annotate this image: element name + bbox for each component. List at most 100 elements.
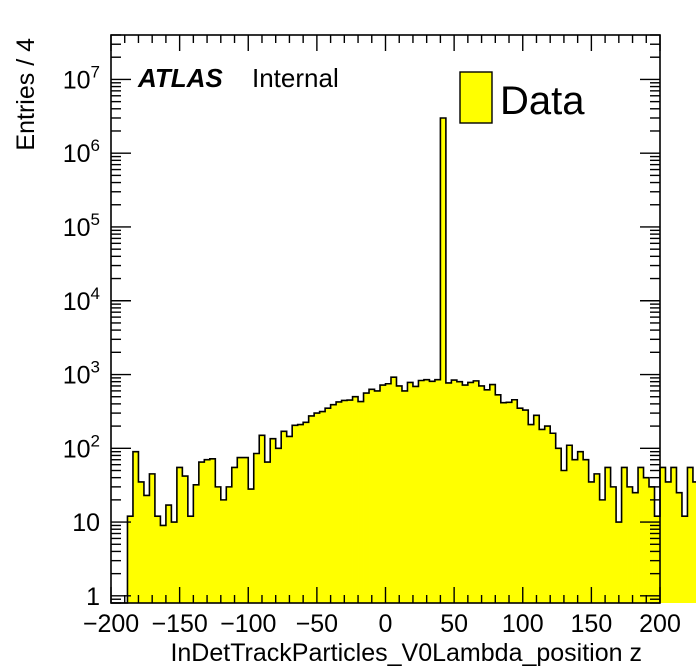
histogram-bar xyxy=(314,413,321,603)
legend: Data xyxy=(459,71,585,124)
histogram-bar xyxy=(599,499,606,603)
x-tick-label: −100 xyxy=(220,610,276,638)
histogram-bar xyxy=(193,484,200,603)
histogram-bar xyxy=(588,481,595,603)
histogram-bar xyxy=(473,380,480,603)
histogram-bar xyxy=(281,431,288,603)
histogram-bar xyxy=(451,380,458,603)
histogram-bar xyxy=(401,390,408,603)
histogram-bar xyxy=(253,453,260,603)
histogram-bar xyxy=(495,394,502,603)
histogram-outline xyxy=(111,117,696,604)
histogram-bar xyxy=(319,411,326,603)
atlas-status-text: Internal xyxy=(252,63,339,93)
histogram-bar xyxy=(681,516,688,603)
x-axis-ticks: −200 −150 −100 −50 0 50 100 150 200 xyxy=(83,35,681,638)
histogram-bars xyxy=(127,117,696,604)
histogram-bar xyxy=(412,386,419,603)
histogram-bar xyxy=(259,435,266,603)
histogram-bar xyxy=(594,473,601,603)
histogram-bar xyxy=(605,467,611,603)
histogram-bar xyxy=(187,516,194,603)
x-axis-label: InDetTrackParticles_V0Lambda_position z xyxy=(170,639,642,667)
histogram-bar xyxy=(330,404,337,603)
histogram-bar xyxy=(478,385,485,603)
histogram-bar xyxy=(325,408,331,603)
histogram-bar xyxy=(610,486,617,603)
y-axis-label: Entries / 4 xyxy=(12,38,40,151)
histogram-bar xyxy=(374,390,381,603)
histogram-bar xyxy=(544,426,551,603)
histogram-bar xyxy=(643,477,650,603)
histogram-bar xyxy=(171,522,178,603)
histogram-bar xyxy=(363,393,370,603)
histogram-bar xyxy=(341,400,348,603)
histogram-bar xyxy=(429,381,436,603)
histogram-bar xyxy=(165,505,172,603)
histogram-bar xyxy=(127,516,134,603)
histogram-bar xyxy=(270,438,277,603)
histogram-bar xyxy=(484,389,491,603)
histogram-bar xyxy=(220,499,227,603)
histogram-bar xyxy=(182,476,189,603)
histogram-bar xyxy=(539,429,546,603)
y-tick-label: 104 xyxy=(63,284,100,316)
y-tick-label: 102 xyxy=(63,431,100,463)
histogram-bar xyxy=(676,492,683,603)
histogram-bar xyxy=(347,400,353,603)
histogram-bar xyxy=(385,383,392,603)
histogram-bar xyxy=(555,448,562,603)
x-tick-label: 50 xyxy=(440,610,468,638)
histogram-bar xyxy=(687,467,694,603)
x-tick-label: −150 xyxy=(151,610,207,638)
histogram-bar xyxy=(616,522,622,603)
histogram-bar xyxy=(215,486,222,603)
histogram-bar xyxy=(670,467,677,603)
legend-label-data: Data xyxy=(500,79,585,123)
atlas-label: ATLAS Internal xyxy=(137,63,339,93)
histogram-bar xyxy=(550,433,557,603)
histogram-bar xyxy=(149,473,156,603)
y-tick-label: 1 xyxy=(86,583,100,611)
histogram-bar xyxy=(407,382,414,603)
histogram-bar xyxy=(303,422,310,603)
x-tick-label: 150 xyxy=(571,610,613,638)
histogram-bar xyxy=(489,384,496,603)
histogram-bar xyxy=(434,379,441,603)
histogram-bar xyxy=(176,467,183,603)
histogram-bar xyxy=(638,467,644,603)
histogram-bar xyxy=(467,382,474,603)
histogram-bar xyxy=(352,396,359,603)
histogram-bar xyxy=(621,467,628,603)
histogram-bar xyxy=(566,445,573,603)
histogram-bar xyxy=(506,402,513,603)
histogram-bar xyxy=(654,516,661,603)
histogram-bar xyxy=(204,459,211,603)
histogram-bar xyxy=(297,424,304,603)
x-tick-label: −200 xyxy=(83,610,139,638)
x-tick-label: 0 xyxy=(379,610,393,638)
histogram-bar xyxy=(198,462,205,603)
histogram-bar xyxy=(577,451,584,603)
histogram-bar xyxy=(242,457,249,603)
histogram-bar xyxy=(456,381,463,603)
histogram-bar xyxy=(138,481,145,603)
y-tick-label: 103 xyxy=(63,358,100,390)
x-tick-label: 200 xyxy=(639,610,681,638)
histogram-bar xyxy=(292,425,299,603)
histogram-bar xyxy=(143,495,150,603)
histogram-bar xyxy=(423,379,430,603)
y-tick-label: 106 xyxy=(63,136,100,168)
histogram-bar xyxy=(358,401,364,603)
histogram-bar xyxy=(561,470,568,603)
x-tick-label: −50 xyxy=(296,610,338,638)
histogram-bar xyxy=(390,377,397,603)
histogram-bar xyxy=(369,389,375,603)
histogram-bar xyxy=(336,401,342,603)
histogram-bar xyxy=(583,459,590,603)
legend-swatch xyxy=(459,71,493,124)
histogram-bar xyxy=(632,492,639,603)
histogram-bar xyxy=(440,117,447,604)
histogram-bar xyxy=(275,448,282,603)
